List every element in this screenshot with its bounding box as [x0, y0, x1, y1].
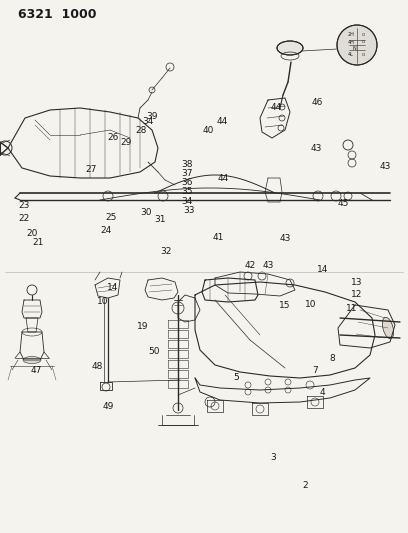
Text: 3: 3: [271, 453, 276, 462]
Text: 35: 35: [181, 188, 193, 196]
Text: 30: 30: [140, 208, 152, 216]
Text: 34: 34: [181, 197, 193, 206]
Text: 39: 39: [146, 112, 157, 120]
Text: 38: 38: [181, 160, 193, 168]
Text: 2H: 2H: [348, 33, 355, 37]
Text: 40: 40: [202, 126, 214, 135]
Text: 10: 10: [305, 301, 317, 309]
Text: 11: 11: [346, 304, 357, 312]
Text: 50: 50: [149, 348, 160, 356]
Text: 19: 19: [137, 322, 149, 330]
Text: 14: 14: [106, 284, 118, 292]
Text: 13: 13: [351, 278, 363, 287]
Text: 44: 44: [217, 117, 228, 126]
Text: 34: 34: [142, 117, 153, 126]
Text: 4H: 4H: [348, 39, 355, 44]
Text: 37: 37: [181, 169, 193, 177]
Text: 8: 8: [330, 354, 335, 362]
Text: 32: 32: [161, 247, 172, 256]
Text: 44: 44: [218, 174, 229, 183]
Text: 48: 48: [91, 362, 103, 371]
Text: 29: 29: [120, 139, 131, 147]
Ellipse shape: [23, 357, 41, 364]
Text: 6321  1000: 6321 1000: [18, 8, 97, 21]
Text: 41: 41: [213, 233, 224, 241]
Text: 47: 47: [30, 366, 42, 375]
Text: 28: 28: [135, 126, 146, 135]
Text: 49: 49: [102, 402, 114, 410]
Text: N: N: [352, 46, 356, 52]
Text: 45: 45: [338, 199, 349, 208]
Text: 43: 43: [279, 235, 290, 243]
Text: 10: 10: [97, 297, 109, 306]
Circle shape: [337, 25, 377, 65]
Ellipse shape: [277, 41, 303, 55]
Text: 24: 24: [100, 226, 112, 235]
Text: 36: 36: [181, 179, 193, 187]
Text: 31: 31: [154, 215, 166, 224]
Text: 43: 43: [380, 162, 391, 171]
Text: 5: 5: [234, 373, 239, 382]
Text: 21: 21: [33, 238, 44, 247]
Text: 7: 7: [312, 366, 318, 375]
Text: 43: 43: [263, 261, 274, 270]
Text: 15: 15: [279, 302, 290, 310]
Text: 2: 2: [302, 481, 308, 489]
Text: O: O: [361, 33, 365, 37]
Text: 23: 23: [18, 201, 29, 209]
Text: 27: 27: [85, 165, 96, 174]
Ellipse shape: [382, 317, 394, 338]
Text: 4L: 4L: [348, 52, 354, 58]
Text: 33: 33: [184, 206, 195, 215]
Text: 25: 25: [105, 213, 117, 222]
Text: 42: 42: [244, 261, 255, 270]
Text: 46: 46: [312, 98, 323, 107]
Text: 22: 22: [19, 214, 30, 223]
Text: 44: 44: [271, 103, 282, 112]
Text: 26: 26: [108, 133, 119, 142]
Text: O: O: [361, 53, 365, 57]
Text: O: O: [361, 40, 365, 44]
Text: 12: 12: [351, 290, 363, 299]
Text: 20: 20: [26, 229, 38, 238]
Text: 43: 43: [310, 144, 322, 152]
Text: 14: 14: [317, 265, 328, 273]
Text: 4: 4: [319, 389, 325, 397]
